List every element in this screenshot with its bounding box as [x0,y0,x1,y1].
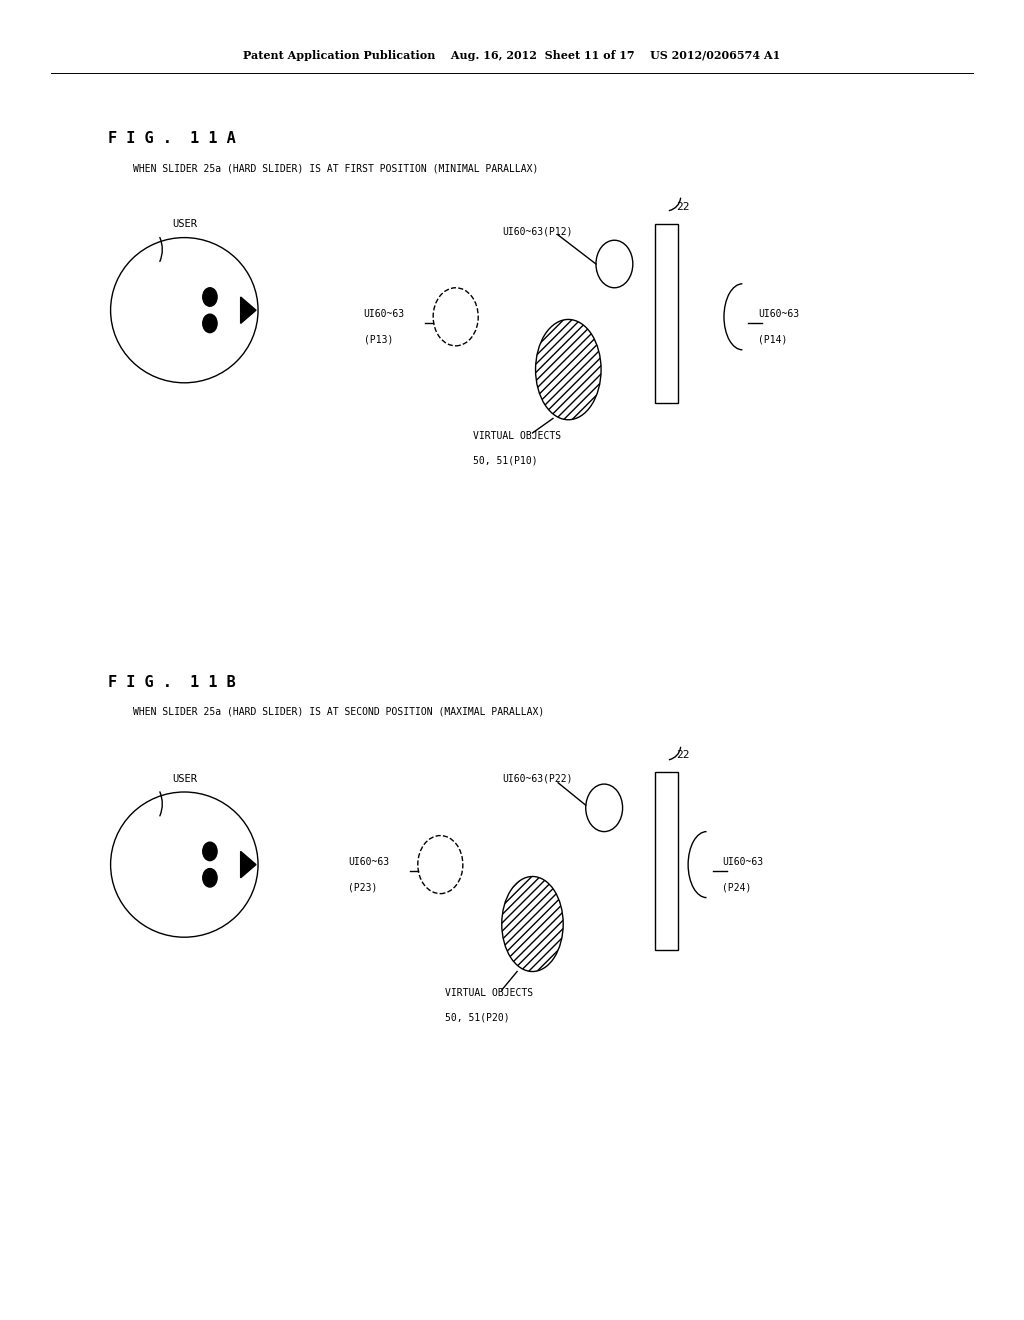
Text: UI60~63: UI60~63 [758,309,799,319]
Text: UI60~63: UI60~63 [348,857,389,867]
Polygon shape [241,297,256,323]
Text: 22: 22 [676,750,689,760]
Text: UI60~63: UI60~63 [364,309,404,319]
Text: (P23): (P23) [348,882,378,892]
Text: 22: 22 [676,202,689,213]
Text: UI60~63(P22): UI60~63(P22) [502,774,572,784]
Text: Patent Application Publication    Aug. 16, 2012  Sheet 11 of 17    US 2012/02065: Patent Application Publication Aug. 16, … [244,50,780,61]
Circle shape [203,842,217,861]
Bar [655,224,678,403]
Text: VIRTUAL OBJECTS: VIRTUAL OBJECTS [473,430,561,441]
Text: F I G .  1 1 B: F I G . 1 1 B [108,675,236,690]
Text: UI60~63: UI60~63 [722,857,763,867]
Bar [655,772,678,950]
Text: (P13): (P13) [364,334,393,345]
Text: (P24): (P24) [722,882,752,892]
Text: USER: USER [172,774,197,784]
Circle shape [203,288,217,306]
Circle shape [203,869,217,887]
Text: VIRTUAL OBJECTS: VIRTUAL OBJECTS [445,987,534,998]
Text: WHEN SLIDER 25a (HARD SLIDER) IS AT FIRST POSITION (MINIMAL PARALLAX): WHEN SLIDER 25a (HARD SLIDER) IS AT FIRS… [133,164,539,174]
Text: 50, 51(P20): 50, 51(P20) [445,1012,510,1023]
Text: 50, 51(P10): 50, 51(P10) [473,455,538,466]
Text: USER: USER [172,219,197,230]
Polygon shape [241,851,256,878]
Text: (P14): (P14) [758,334,787,345]
Text: WHEN SLIDER 25a (HARD SLIDER) IS AT SECOND POSITION (MAXIMAL PARALLAX): WHEN SLIDER 25a (HARD SLIDER) IS AT SECO… [133,706,545,717]
Circle shape [203,314,217,333]
Text: F I G .  1 1 A: F I G . 1 1 A [108,131,236,147]
Text: UI60~63(P12): UI60~63(P12) [502,226,572,236]
